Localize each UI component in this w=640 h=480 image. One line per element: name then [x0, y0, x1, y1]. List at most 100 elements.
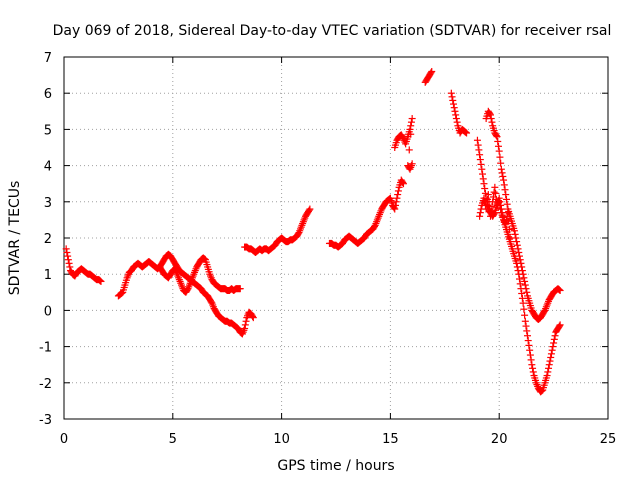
data-point — [515, 248, 523, 256]
data-point — [496, 198, 504, 206]
data-point — [399, 178, 407, 186]
data-point — [497, 205, 505, 213]
data-point — [492, 189, 500, 197]
data-point — [523, 288, 531, 296]
data-point — [519, 270, 527, 278]
x-tick-label: 0 — [60, 432, 68, 447]
data-point — [538, 387, 546, 395]
data-point — [543, 372, 551, 380]
data-point — [391, 205, 399, 213]
data-point — [394, 191, 402, 199]
y-tick-labels: -3 -2 -1 0 1 2 3 4 5 6 7 — [39, 51, 52, 428]
plot-frame — [63, 56, 609, 420]
data-point — [447, 89, 455, 97]
data-point — [427, 69, 435, 77]
data-point — [518, 267, 526, 275]
data-point — [523, 327, 531, 335]
data-point — [519, 299, 527, 307]
data-point — [486, 110, 494, 118]
y-tick-label: 7 — [44, 51, 52, 66]
data-point — [407, 118, 415, 126]
data-point — [428, 67, 436, 75]
data-point — [489, 198, 497, 206]
data-point — [500, 181, 508, 189]
data-point — [96, 277, 104, 285]
data-points — [62, 67, 564, 396]
y-tick-label: 0 — [44, 304, 52, 319]
data-point — [96, 276, 104, 284]
data-point — [547, 353, 555, 361]
data-point — [481, 201, 489, 209]
data-point — [408, 115, 416, 123]
data-point — [475, 146, 483, 154]
data-point — [502, 191, 510, 199]
y-tick-label: 2 — [44, 232, 52, 247]
data-point — [249, 312, 257, 320]
data-point — [183, 286, 191, 294]
data-point — [500, 176, 508, 184]
data-point — [486, 111, 494, 119]
y-tick-label: 1 — [44, 268, 52, 283]
y-tick-label: 3 — [44, 196, 52, 211]
data-point — [546, 357, 554, 365]
data-point — [522, 285, 530, 293]
data-point — [249, 314, 257, 322]
data-point — [405, 146, 413, 154]
data-point — [476, 209, 484, 217]
x-tick-label: 10 — [273, 432, 290, 447]
data-point — [476, 151, 484, 159]
data-point — [62, 245, 70, 253]
data-point — [473, 136, 481, 144]
data-point — [517, 259, 525, 267]
data-point — [118, 289, 126, 297]
data-point — [555, 286, 563, 294]
data-point — [555, 285, 563, 293]
data-point — [495, 147, 503, 155]
data-point — [481, 185, 489, 193]
data-point — [499, 172, 507, 180]
y-tick-label: -1 — [39, 341, 52, 356]
data-point — [476, 212, 484, 220]
data-point — [484, 191, 492, 199]
x-tick-label: 20 — [491, 432, 508, 447]
data-point — [505, 217, 513, 225]
data-point — [556, 321, 564, 329]
data-point — [479, 175, 487, 183]
data-point — [462, 128, 470, 136]
data-point — [450, 104, 458, 112]
data-point — [207, 298, 215, 306]
data-point — [545, 364, 553, 372]
data-point — [480, 180, 488, 188]
data-point — [503, 212, 511, 220]
data-point — [407, 130, 415, 138]
data-point — [513, 238, 521, 246]
data-point — [449, 96, 457, 104]
data-point — [550, 339, 558, 347]
data-point — [486, 212, 494, 220]
data-point — [453, 118, 461, 126]
data-point — [506, 234, 514, 242]
data-point — [480, 194, 488, 202]
data-point — [399, 133, 407, 141]
data-point — [394, 187, 402, 195]
y-tick-label: -2 — [39, 377, 52, 392]
data-point — [516, 275, 524, 283]
data-point — [479, 170, 487, 178]
data-point — [66, 263, 74, 271]
data-point — [490, 188, 498, 196]
data-point — [64, 256, 72, 264]
data-point — [511, 230, 519, 238]
data-point — [537, 387, 545, 395]
data-point — [521, 311, 529, 319]
y-tick-label: 6 — [44, 87, 52, 102]
x-tick-label: 25 — [600, 432, 617, 447]
data-point — [491, 183, 499, 191]
data-point — [544, 368, 552, 376]
data-point — [461, 128, 469, 136]
data-point — [477, 160, 485, 168]
data-point — [504, 209, 512, 217]
data-point — [550, 335, 558, 343]
data-point — [487, 115, 495, 123]
